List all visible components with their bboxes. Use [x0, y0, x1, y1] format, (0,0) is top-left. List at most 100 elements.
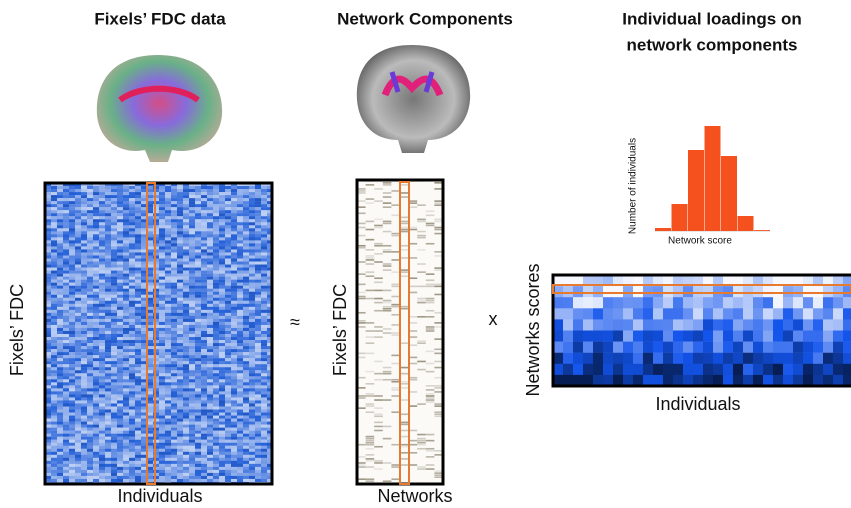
- heatmap-cell: [129, 328, 135, 331]
- heatmap-cell: [171, 186, 177, 189]
- heatmap-cell: [135, 479, 141, 482]
- heatmap-cell: [255, 310, 261, 313]
- heatmap-cell: [99, 416, 105, 419]
- heatmap-cell: [69, 328, 75, 331]
- heatmap-cell: [803, 331, 813, 342]
- heatmap-cell: [183, 271, 189, 274]
- heatmap-cell: [81, 313, 87, 316]
- heatmap-cell: [129, 325, 135, 328]
- heatmap-cell: [383, 221, 392, 223]
- heatmap-cell: [153, 346, 159, 349]
- heatmap-cell: [261, 240, 267, 243]
- heatmap-cell: [249, 280, 255, 283]
- heatmap-cell: [105, 367, 111, 370]
- heatmap-cell: [261, 213, 267, 216]
- heatmap-cell: [261, 231, 267, 234]
- heatmap-cell: [417, 300, 426, 302]
- heatmap-cell: [129, 458, 135, 461]
- heatmap-cell: [225, 265, 231, 268]
- heatmap-cell: [249, 186, 255, 189]
- heatmap-cell: [195, 204, 201, 207]
- heatmap-cell: [189, 416, 195, 419]
- heatmap-cell: [105, 228, 111, 231]
- heatmap-cell: [201, 274, 207, 277]
- heatmap-cell: [177, 237, 183, 240]
- heatmap-cell: [123, 243, 129, 246]
- heatmap-cell: [201, 313, 207, 316]
- heatmap-cell: [69, 325, 75, 328]
- heatmap-cell: [75, 422, 81, 425]
- heatmap-cell: [87, 280, 93, 283]
- heatmap-cell: [255, 225, 261, 228]
- heatmap-cell: [733, 286, 743, 297]
- heatmap-cell: [135, 195, 141, 198]
- heatmap-cell: [195, 243, 201, 246]
- heatmap-cell: [713, 308, 723, 319]
- heatmap-cell: [195, 397, 201, 400]
- heatmap-cell: [249, 355, 255, 358]
- heatmap-cell: [105, 388, 111, 391]
- heatmap-cell: [111, 346, 117, 349]
- heatmap-cell: [249, 204, 255, 207]
- heatmap-cell: [593, 353, 603, 364]
- heatmap-cell: [219, 228, 225, 231]
- heatmap-cell: [201, 289, 207, 292]
- heatmap-cell: [633, 342, 643, 353]
- heatmap-cell: [201, 271, 207, 274]
- heatmap-cell: [165, 192, 171, 195]
- heatmap-cell: [69, 240, 75, 243]
- heatmap-cell: [63, 410, 69, 413]
- heatmap-cell: [426, 328, 435, 330]
- heatmap-cell: [177, 458, 183, 461]
- heatmap-cell: [81, 319, 87, 322]
- heatmap-cell: [129, 431, 135, 434]
- heatmap-cell: [177, 443, 183, 446]
- heatmap-cell: [207, 252, 213, 255]
- heatmap-cell: [105, 361, 111, 364]
- heatmap-cell: [261, 446, 267, 449]
- heatmap-cell: [843, 331, 851, 342]
- heatmap-cell: [255, 286, 261, 289]
- heatmap-cell: [201, 388, 207, 391]
- heatmap-cell: [153, 201, 159, 204]
- heatmap-cell: [623, 286, 633, 297]
- heatmap-cell: [603, 319, 613, 330]
- heatmap-cell: [81, 322, 87, 325]
- heatmap-cell: [553, 319, 563, 330]
- heatmap-cell: [105, 428, 111, 431]
- heatmap-cell: [219, 216, 225, 219]
- heatmap-cell: [249, 352, 255, 355]
- heatmap-cell: [225, 413, 231, 416]
- heatmap-cell: [773, 342, 783, 353]
- heatmap-cell: [207, 286, 213, 289]
- heatmap-cell: [111, 461, 117, 464]
- heatmap-cell: [213, 416, 219, 419]
- heatmap-cell: [213, 458, 219, 461]
- heatmap-cell: [195, 213, 201, 216]
- heatmap-cell: [165, 464, 171, 467]
- heatmap-cell: [63, 425, 69, 428]
- heatmap-cell: [261, 307, 267, 310]
- heatmap-cell: [171, 222, 177, 225]
- heatmap-cell: [391, 304, 400, 306]
- heatmap-cell: [129, 319, 135, 322]
- heatmap-cell: [69, 352, 75, 355]
- heatmap-cell: [135, 307, 141, 310]
- histogram-bar: [738, 216, 754, 231]
- heatmap-cell: [255, 361, 261, 364]
- heatmap-cell: [189, 346, 195, 349]
- heatmap-cell: [111, 189, 117, 192]
- heatmap-cell: [177, 340, 183, 343]
- heatmap-cell: [231, 213, 237, 216]
- heatmap-cell: [383, 249, 392, 251]
- heatmap-cell: [189, 419, 195, 422]
- heatmap-cell: [171, 437, 177, 440]
- heatmap-cell: [153, 337, 159, 340]
- heatmap-cell: [261, 367, 267, 370]
- heatmap-cell: [255, 252, 261, 255]
- heatmap-cell: [63, 201, 69, 204]
- heatmap-cell: [117, 406, 123, 409]
- heatmap-cell: [219, 252, 225, 255]
- heatmap-cell: [743, 297, 753, 308]
- heatmap-cell: [383, 231, 392, 233]
